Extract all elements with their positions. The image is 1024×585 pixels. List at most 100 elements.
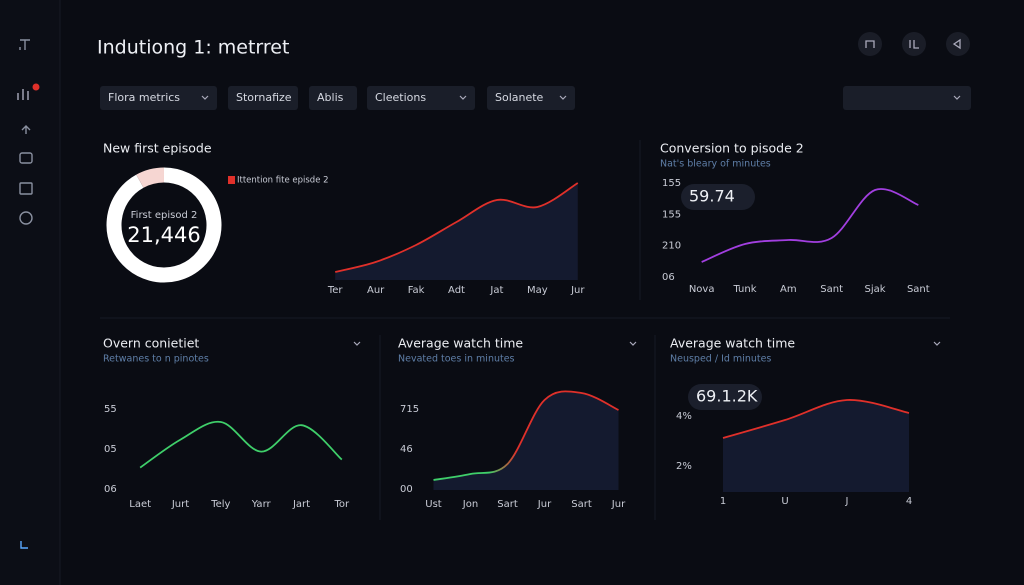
chevron [933, 341, 941, 346]
y-label: 46 [400, 444, 413, 455]
filter-label: Ablis [317, 91, 344, 104]
filter-dropdown[interactable] [100, 86, 217, 110]
chevron [201, 95, 209, 100]
icon-button[interactable] [858, 32, 882, 56]
x-label: 1 [720, 496, 726, 507]
panel-title: Average watch time [670, 336, 795, 351]
y-label: 4% [676, 411, 692, 422]
x-label: Ust [425, 499, 442, 510]
y-label: 155 [662, 178, 681, 189]
line [139, 420, 343, 469]
badge [681, 184, 755, 210]
x-label: Adt [448, 285, 465, 296]
x-label: Tor [334, 499, 351, 510]
x-label: Sart [497, 499, 518, 510]
x-label: Fak [408, 285, 425, 296]
x-label: 4 [906, 496, 912, 507]
filter-dropdown[interactable] [843, 86, 971, 110]
donut-value: 21,446 [127, 223, 200, 247]
y-label: 55 [104, 404, 117, 415]
filter-dropdown[interactable] [228, 86, 298, 110]
area [433, 391, 619, 490]
x-label: Jur [570, 285, 585, 296]
x-label: Sart [571, 499, 592, 510]
chart-icon[interactable] [17, 89, 29, 100]
chevron [353, 341, 361, 346]
account-icon[interactable] [20, 541, 28, 549]
y-label: 06 [104, 484, 117, 495]
filter-dropdown[interactable] [367, 86, 475, 110]
x-label: Tunk [732, 284, 756, 295]
panel-title: Conversion to pisode 2 [660, 141, 804, 156]
x-label: Sjak [864, 284, 885, 295]
donut-segment [136, 167, 165, 188]
logo-icon[interactable] [19, 39, 30, 50]
filter-label: Cleetions [375, 91, 426, 104]
panel-title: Average watch time [398, 336, 523, 351]
y-label: 00 [400, 484, 413, 495]
y-label: 210 [662, 241, 681, 252]
y-label: 05 [104, 444, 117, 455]
chevron [953, 95, 961, 100]
donut-segment [106, 167, 222, 283]
icon-glyphs [865, 38, 961, 50]
filter-label: Solanete [495, 91, 544, 104]
x-label: Jart [292, 499, 310, 510]
icon-button[interactable] [946, 32, 970, 56]
x-label: Yarr [251, 499, 272, 510]
line [433, 390, 619, 481]
up-icon[interactable] [21, 125, 31, 134]
x-label: Sant [907, 284, 930, 295]
panel-subtitle: Nevated toes in minutes [398, 354, 515, 365]
notification-dot [32, 83, 40, 91]
x-label: Aur [367, 285, 385, 296]
sidebar-icons [17, 39, 33, 549]
x-label: Tely [210, 499, 230, 510]
x-label: Am [780, 284, 797, 295]
line [722, 399, 910, 439]
panel-subtitle: Retwanes to n pinotes [103, 354, 209, 365]
y-label: 2% [676, 461, 692, 472]
x-label: Jat [489, 285, 503, 296]
legend-label: Ittention fite episde 2 [237, 176, 329, 186]
filter-label: Flora metrics [108, 91, 180, 104]
filter-label: Stornafize [236, 91, 292, 104]
x-label: J [845, 496, 849, 507]
chevron [629, 341, 637, 346]
image-icon[interactable] [19, 182, 33, 195]
chevron [459, 95, 467, 100]
panel-title: Overn conietiet [103, 336, 199, 351]
x-label: U [781, 496, 788, 507]
line [701, 188, 919, 263]
pie-icon[interactable] [19, 211, 33, 225]
x-label: Ter [327, 285, 344, 296]
top-icons [858, 32, 970, 56]
x-label: Sant [820, 284, 843, 295]
x-label: Jur [611, 499, 626, 510]
panel-title: New first episode [103, 141, 212, 156]
chevron [559, 95, 567, 100]
panel-subtitle: Neusped / Id minutes [670, 354, 771, 365]
line [334, 182, 579, 273]
donut-label: First episod 2 [131, 210, 198, 221]
x-label: Laet [129, 499, 151, 510]
area [335, 183, 578, 280]
sidebar [0, 0, 60, 585]
x-label: Jur [537, 499, 552, 510]
y-label: 155 [662, 209, 681, 220]
badge [688, 384, 762, 410]
x-label: Jon [462, 499, 478, 510]
camera-icon[interactable] [19, 152, 33, 164]
panel-subtitle: Nat's bleary of minutes [660, 159, 771, 170]
badge-value: 59.74 [689, 187, 735, 206]
filter-dropdown[interactable] [487, 86, 575, 110]
filter-dropdown[interactable] [309, 86, 357, 110]
x-label: Jurt [171, 499, 189, 510]
area [723, 399, 909, 492]
x-label: May [527, 285, 548, 296]
legend-swatch [228, 176, 235, 184]
y-label: 715 [400, 404, 419, 415]
x-label: Nova [689, 284, 715, 295]
